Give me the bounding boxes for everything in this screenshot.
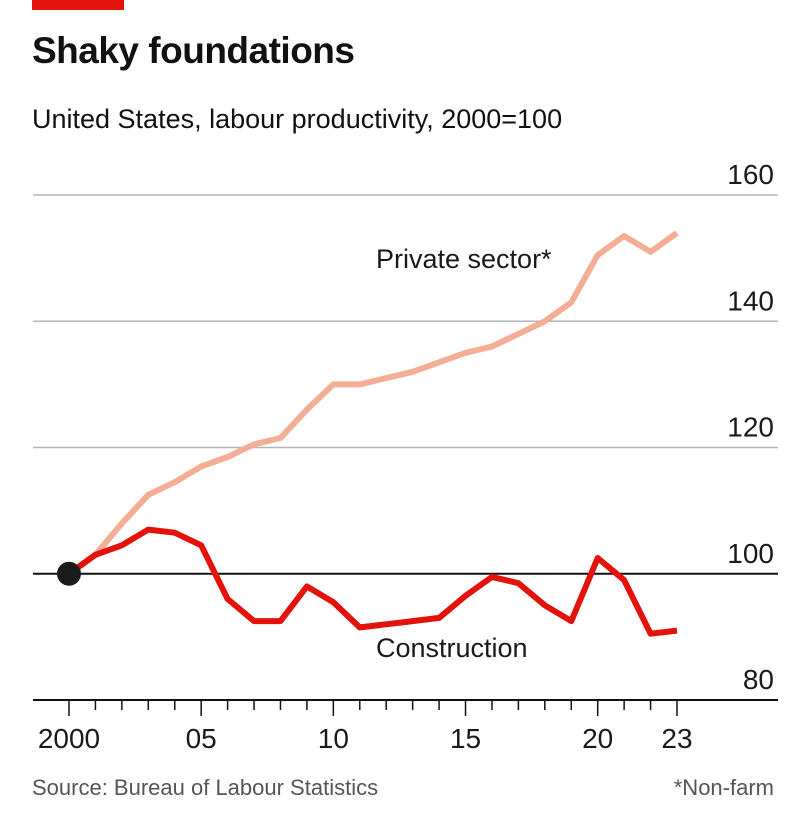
series-line-private-sector bbox=[67, 230, 679, 577]
x-tick-label-2005: 05 bbox=[186, 723, 217, 754]
x-tick-label-2000: 2000 bbox=[38, 723, 100, 754]
series-line-construction bbox=[67, 526, 678, 637]
series-layer bbox=[57, 230, 679, 637]
chart-subtitle: United States, labour productivity, 2000… bbox=[32, 104, 563, 134]
footnote: *Non-farm bbox=[673, 775, 774, 800]
x-tick-label-2020: 20 bbox=[582, 723, 613, 754]
y-tick-label-100: 100 bbox=[727, 538, 774, 569]
x-tick-label-2015: 15 bbox=[450, 723, 481, 754]
brand-accent-bar bbox=[32, 0, 124, 10]
series-label-private-sector: Private sector* bbox=[376, 244, 552, 274]
y-tick-label-160: 160 bbox=[727, 159, 774, 190]
y-tick-label-120: 120 bbox=[727, 412, 774, 443]
series-label-construction: Construction bbox=[376, 633, 528, 663]
line-chart: 80 100 120 140 160 2000 05 10 15 20 23 Private se… bbox=[33, 159, 778, 754]
y-tick-label-80: 80 bbox=[743, 664, 774, 695]
chart-title: Shaky foundations bbox=[32, 30, 355, 71]
baseline-origin-dot bbox=[57, 561, 81, 586]
grid-layer: 80 100 120 140 160 bbox=[33, 159, 778, 701]
x-tick-label-2010: 10 bbox=[318, 723, 349, 754]
x-tick-label-2023: 23 bbox=[661, 723, 692, 754]
x-axis: 2000 05 10 15 20 23 bbox=[38, 700, 693, 754]
y-tick-label-140: 140 bbox=[727, 285, 774, 316]
source-note: Source: Bureau of Labour Statistics bbox=[32, 775, 379, 800]
